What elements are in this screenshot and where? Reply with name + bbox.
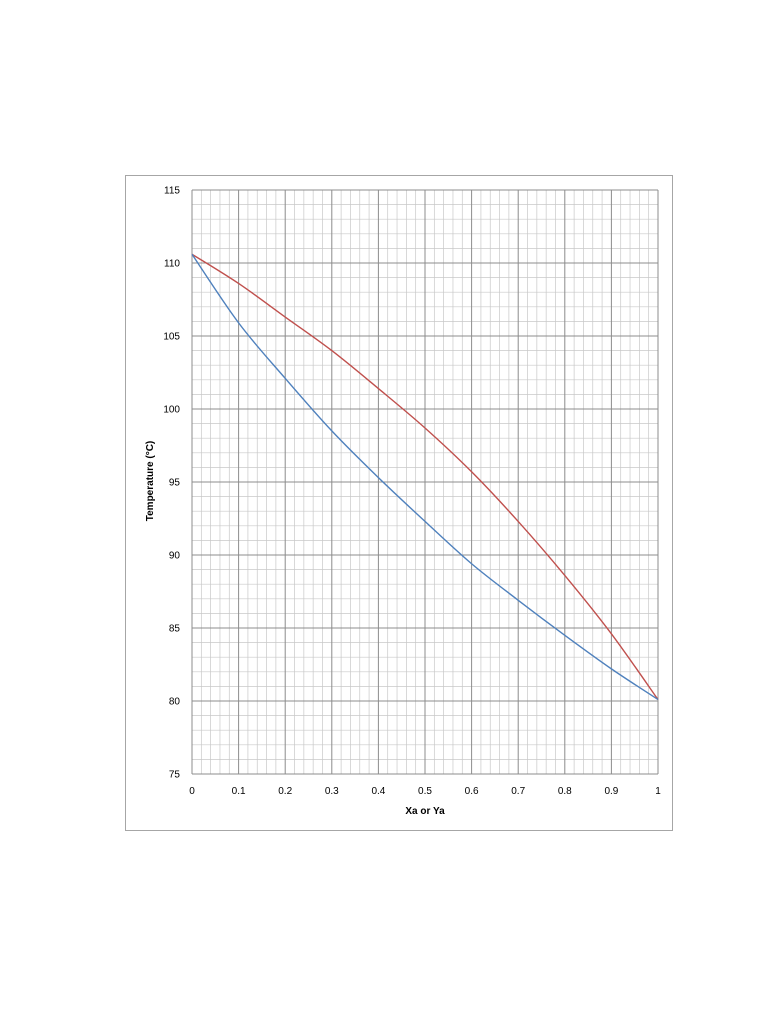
y-tick-label: 75 <box>169 770 181 781</box>
chart-svg: 0 0.1 0.2 0.3 0.4 0.5 0.6 0.7 0.8 0.9 1 75 80 85 90 95… <box>145 186 661 818</box>
x-tick-label: 0.8 <box>558 786 572 797</box>
x-tick-label: 0.9 <box>604 786 618 797</box>
x-tick-label: 0.4 <box>371 786 385 797</box>
y-tick-label: 85 <box>169 624 181 635</box>
y-tick-label: 105 <box>163 332 180 343</box>
series-layer <box>191 253 659 701</box>
y-tick-label: 110 <box>164 259 180 270</box>
y-tick-label: 115 <box>164 186 180 197</box>
y-tick-label: 95 <box>169 478 181 489</box>
x-tick-label: 0.1 <box>232 786 246 797</box>
x-tick-labels: 0 0.1 0.2 0.3 0.4 0.5 0.6 0.7 0.8 0.9 1 <box>189 786 661 797</box>
y-tick-label: 80 <box>169 697 181 708</box>
major-gridlines <box>191 189 659 775</box>
y-tick-label: 100 <box>163 405 180 416</box>
x-tick-label: 0.6 <box>465 786 479 797</box>
y-axis-title: Temperature (°C) <box>145 441 156 522</box>
chart-frame: 0 0.1 0.2 0.3 0.4 0.5 0.6 0.7 0.8 0.9 1 75 80 85 90 95… <box>125 175 673 831</box>
x-tick-label: 0.3 <box>325 786 339 797</box>
x-tick-label: 0.5 <box>418 786 432 797</box>
x-tick-label: 0 <box>189 786 195 797</box>
series-line-1 <box>191 253 659 700</box>
y-tick-label: 90 <box>169 551 181 562</box>
series-line-2 <box>191 253 659 701</box>
x-axis-title: Xa or Ya <box>405 806 445 817</box>
x-tick-label: 0.7 <box>511 786 525 797</box>
x-tick-label: 0.2 <box>278 786 292 797</box>
y-tick-labels: 75 80 85 90 95 100 105 110 115 <box>163 186 180 781</box>
x-tick-label: 1 <box>655 786 661 797</box>
